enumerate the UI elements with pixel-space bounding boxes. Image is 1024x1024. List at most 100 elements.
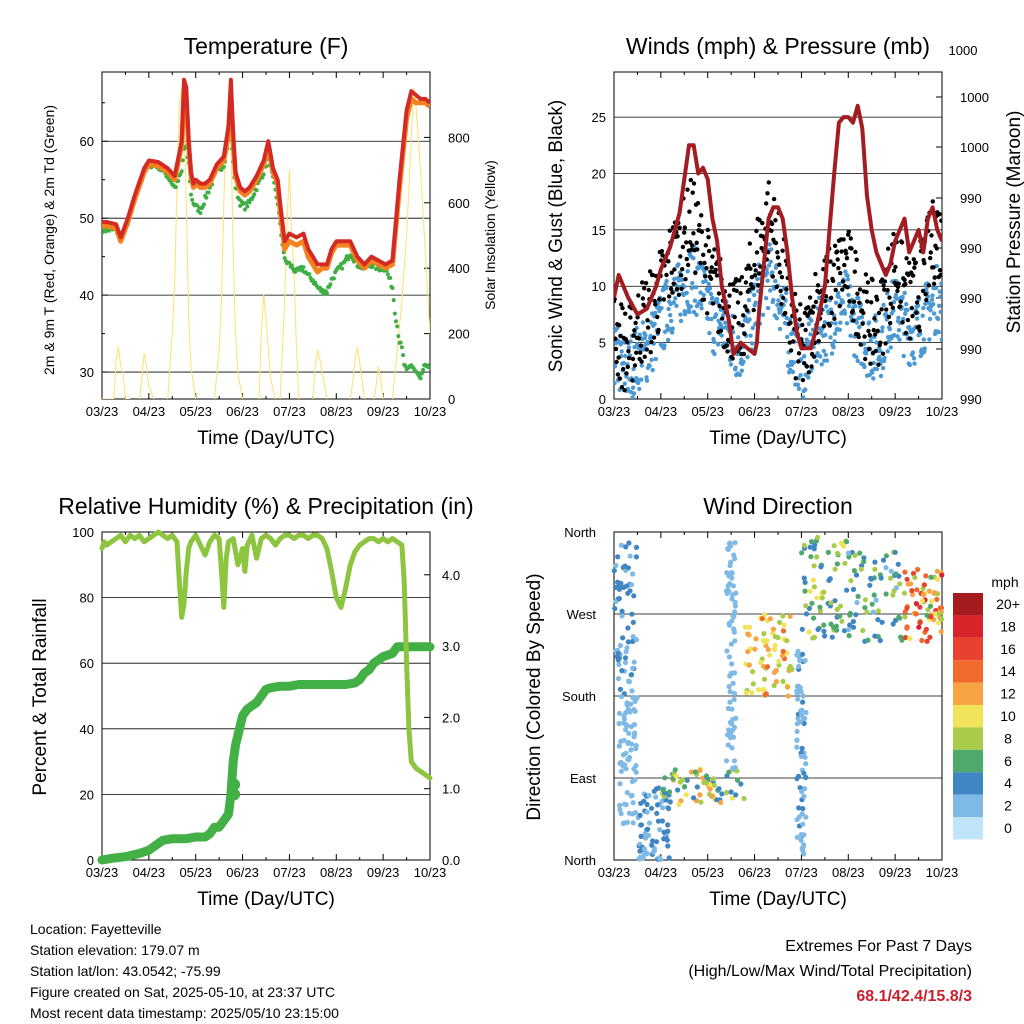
wind-point	[895, 334, 900, 339]
dewpoint-point	[301, 265, 306, 270]
gust-point	[642, 286, 647, 291]
wind-point	[648, 320, 654, 325]
direction-point	[888, 575, 894, 581]
direction-point	[633, 554, 640, 560]
direction-point	[798, 753, 805, 760]
x-tick-label: 03/23	[598, 404, 631, 419]
chart-title: Wind Direction	[703, 493, 853, 519]
wind-point	[678, 312, 683, 317]
direction-point	[771, 669, 778, 676]
direction-point	[787, 613, 793, 619]
direction-series	[611, 534, 945, 863]
precip-line	[97, 642, 435, 865]
direction-point	[872, 566, 878, 572]
wind-point	[856, 295, 861, 301]
direction-point	[910, 570, 917, 577]
wind-point	[822, 320, 827, 325]
direction-point	[616, 720, 622, 727]
direction-point	[817, 608, 824, 614]
x-tick-label: 05/23	[691, 404, 724, 419]
direction-point	[834, 561, 841, 567]
gust-point	[708, 276, 714, 281]
direction-point	[763, 691, 769, 697]
wind-point	[703, 278, 708, 284]
direction-point	[615, 650, 621, 656]
direction-point	[821, 622, 827, 628]
wind-point	[939, 281, 942, 286]
wind-point	[690, 281, 695, 286]
direction-point	[629, 688, 635, 694]
direction-point	[623, 750, 629, 756]
legend-swatch	[953, 794, 983, 817]
gust-point	[881, 283, 886, 288]
direction-point	[917, 620, 923, 626]
direction-point	[626, 730, 632, 736]
gust-point	[757, 218, 762, 223]
direction-point	[904, 576, 910, 582]
wind-point	[764, 267, 769, 272]
direction-point	[644, 801, 650, 808]
direction-point	[796, 805, 802, 811]
gust-point	[815, 283, 821, 288]
direction-point	[731, 552, 737, 558]
direction-point	[803, 709, 809, 716]
direction-point	[928, 574, 934, 580]
x-tick-label: 04/23	[133, 404, 166, 419]
direction-point	[727, 689, 733, 695]
insolation-line-1	[138, 353, 155, 399]
legend-swatch	[953, 705, 983, 728]
dewpoint-point	[324, 291, 329, 296]
gust-point	[796, 359, 801, 364]
direction-point	[909, 588, 915, 594]
x-tick-label: 04/23	[133, 865, 166, 880]
gust-point	[895, 288, 900, 294]
wind-point	[933, 285, 939, 291]
direction-point	[877, 637, 883, 644]
wind-point	[843, 269, 848, 274]
direction-point	[622, 762, 628, 768]
direction-point	[628, 672, 634, 678]
gust-point	[653, 302, 658, 307]
wind-point	[879, 329, 885, 334]
gust-point	[879, 307, 884, 312]
direction-point	[728, 789, 734, 795]
dewpoint-point	[426, 365, 430, 370]
direction-point	[727, 699, 733, 705]
direction-point	[794, 721, 800, 727]
direction-point	[616, 710, 623, 717]
direction-point	[852, 552, 858, 558]
direction-point	[746, 662, 752, 668]
gust-point	[860, 321, 865, 326]
gust-point	[614, 359, 619, 365]
dewpoint-point	[221, 164, 226, 169]
dewpoint-point	[289, 263, 294, 268]
direction-point	[799, 550, 805, 556]
wind-point	[859, 315, 865, 320]
wind-point	[790, 369, 796, 375]
direction-point	[795, 653, 801, 659]
legend-swatch	[953, 615, 983, 638]
direction-point	[630, 571, 636, 577]
wind-point	[893, 292, 899, 298]
direction-point	[913, 601, 920, 607]
direction-point	[665, 828, 671, 834]
direction-point	[803, 761, 809, 767]
gust-point	[832, 243, 838, 248]
gust-point	[645, 318, 650, 323]
wind-point	[711, 339, 717, 345]
gust-point	[827, 323, 832, 328]
gust-point	[756, 283, 761, 288]
direction-point	[811, 584, 818, 590]
y-tick-label: 40	[80, 288, 94, 303]
extremes-title: Extremes For Past 7 Days	[785, 938, 972, 955]
gust-point	[855, 291, 860, 296]
wind-point	[837, 327, 842, 332]
gust-point	[875, 328, 880, 333]
insolation-line-6	[312, 349, 328, 399]
gust-point	[863, 356, 868, 362]
wind-point	[785, 334, 790, 340]
direction-point	[839, 618, 845, 624]
y2-tick-label: 1000	[960, 90, 989, 105]
gust-point	[771, 196, 777, 202]
x-tick-label: 07/23	[273, 865, 306, 880]
